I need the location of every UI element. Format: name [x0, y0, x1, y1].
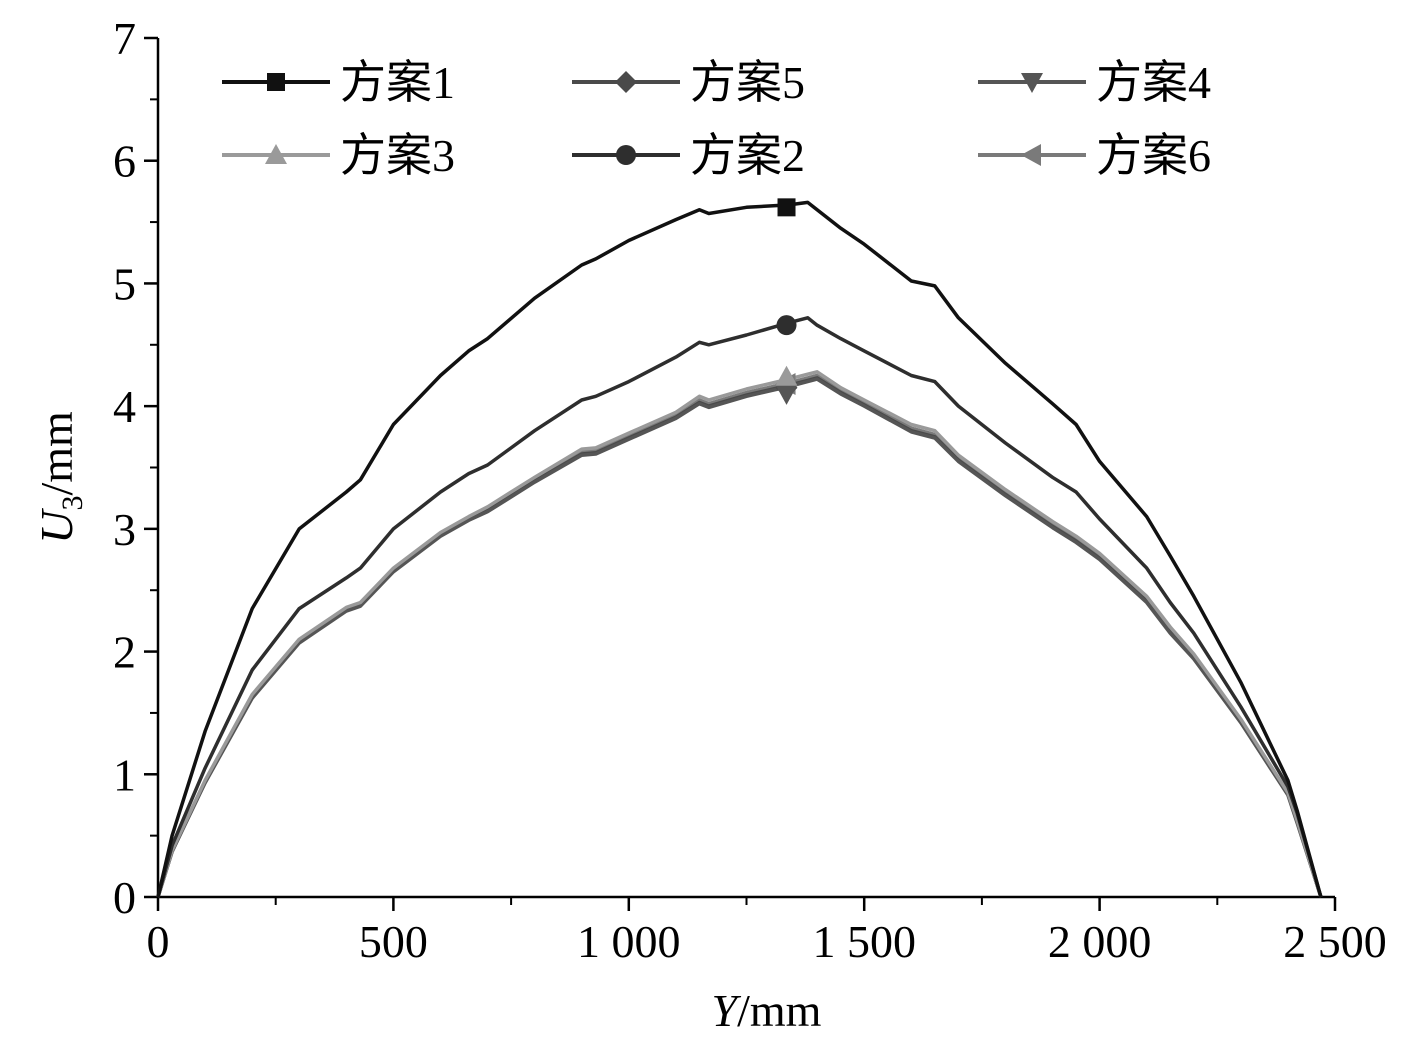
- y-tick-label: 4: [113, 381, 136, 432]
- legend-item-2: 方案2: [572, 130, 805, 181]
- legend-item-6: 方案6: [978, 130, 1211, 181]
- legend: 方案1 方案3 方案5 方案2 方案4 方案6: [222, 57, 1211, 181]
- legend-marker: [265, 144, 287, 164]
- x-axis-unit: /mm: [737, 985, 822, 1036]
- y-tick-label: 3: [113, 504, 136, 555]
- tick-marks: [144, 36, 1337, 911]
- series-line-5: [156, 376, 1323, 898]
- legend-marker: [1021, 73, 1043, 93]
- series-marker-2: [776, 315, 797, 336]
- x-tick-label: 500: [359, 916, 428, 967]
- series-line-4: [156, 377, 1323, 898]
- legend-label: 方案4: [1096, 57, 1211, 108]
- y-tick-label: 7: [113, 13, 136, 64]
- legend-label: 方案3: [340, 130, 455, 181]
- y-axis-subscript: 3: [56, 496, 89, 511]
- legend-item-3: 方案3: [222, 130, 455, 181]
- legend-marker: [267, 73, 285, 91]
- series-line-3: [156, 370, 1323, 898]
- x-tick-label: 1 500: [812, 916, 916, 967]
- legend-marker: [615, 71, 637, 93]
- legend-label: 方案6: [1096, 130, 1211, 181]
- y-tick-label: 6: [113, 136, 136, 187]
- y-tick-label: 1: [113, 749, 136, 800]
- y-tick-label: 5: [113, 258, 136, 309]
- x-tick-label: 2 000: [1048, 916, 1152, 967]
- series-marker-4: [775, 384, 798, 405]
- legend-marker: [1021, 144, 1041, 166]
- legend-item-5: 方案5: [572, 57, 805, 108]
- legend-label: 方案2: [690, 130, 805, 181]
- series-lines: [156, 200, 1323, 898]
- x-tick-label: 1 000: [577, 916, 681, 967]
- series-marker-1: [777, 198, 796, 217]
- x-tick-label: 0: [147, 916, 170, 967]
- series-marker-3: [775, 365, 798, 386]
- x-axis-title: Y/mm: [712, 985, 822, 1036]
- series-line-2: [156, 316, 1323, 898]
- y-tick-label: 0: [113, 872, 136, 923]
- legend-label: 方案1: [340, 57, 455, 108]
- legend-item-4: 方案4: [978, 57, 1211, 108]
- y-tick-label: 2: [113, 627, 136, 678]
- legend-item-1: 方案1: [222, 57, 455, 108]
- y-axis-unit: /mm: [31, 411, 82, 496]
- x-axis-variable: Y: [712, 985, 742, 1036]
- series-line-1: [156, 200, 1323, 898]
- y-axis-variable: U: [31, 508, 82, 544]
- series-line-6: [156, 373, 1323, 898]
- legend-label: 方案5: [690, 57, 805, 108]
- y-axis-title: U3/mm: [31, 411, 89, 544]
- legend-marker: [616, 145, 636, 165]
- x-tick-label: 2 500: [1283, 916, 1387, 967]
- series-markers: [775, 198, 798, 405]
